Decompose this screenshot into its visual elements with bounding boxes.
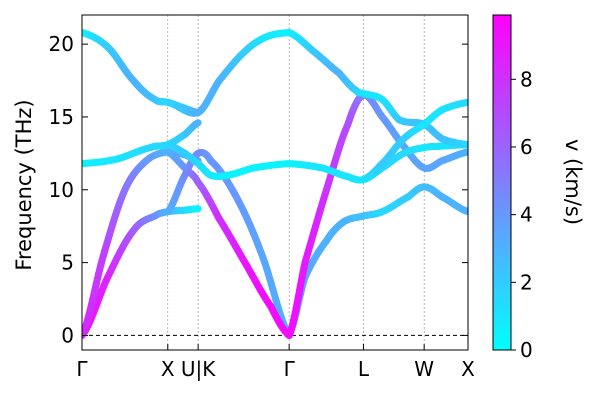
band-line	[164, 28, 293, 117]
colorbar-tick-label: 6	[520, 135, 533, 159]
x-tick-label: X	[161, 357, 175, 381]
colorbar-tick-label: 2	[520, 270, 533, 294]
y-axis-label: Frequency (THz)	[12, 99, 36, 270]
x-tick-label: L	[358, 357, 370, 381]
x-tick-label: Γ	[284, 357, 296, 381]
colorbar-tick-label: 0	[520, 338, 533, 362]
colorbar	[492, 14, 512, 351]
band-line	[82, 28, 202, 117]
y-tick-label: 0	[61, 323, 74, 347]
x-tick-label: W	[414, 357, 434, 381]
colorbar-tick-label: 8	[520, 67, 533, 91]
y-tick-label: 20	[49, 32, 74, 56]
colorbar-ticks: 0 2 4 6 8	[511, 67, 533, 362]
y-tick-label: 5	[61, 251, 74, 275]
x-axis-ticks: Γ X U|K Γ L W X	[76, 344, 475, 381]
band-line	[82, 119, 202, 168]
y-tick-label: 10	[49, 178, 74, 202]
band-line	[164, 148, 293, 339]
band-line	[359, 98, 468, 184]
x-tick-label: Γ	[76, 357, 88, 381]
band-line	[164, 148, 293, 339]
x-tick-label: X	[461, 357, 475, 381]
colorbar-label: v (km/s)	[561, 139, 585, 225]
plot-frame	[81, 14, 469, 351]
band-series	[82, 28, 468, 339]
x-tick-label: U|K	[181, 357, 216, 381]
y-tick-label: 15	[49, 105, 74, 129]
band-line	[285, 28, 468, 149]
y-axis-ticks: 0 5 10 15 20	[49, 32, 468, 347]
colorbar-tick-label: 4	[520, 203, 533, 227]
band-line	[285, 183, 468, 339]
